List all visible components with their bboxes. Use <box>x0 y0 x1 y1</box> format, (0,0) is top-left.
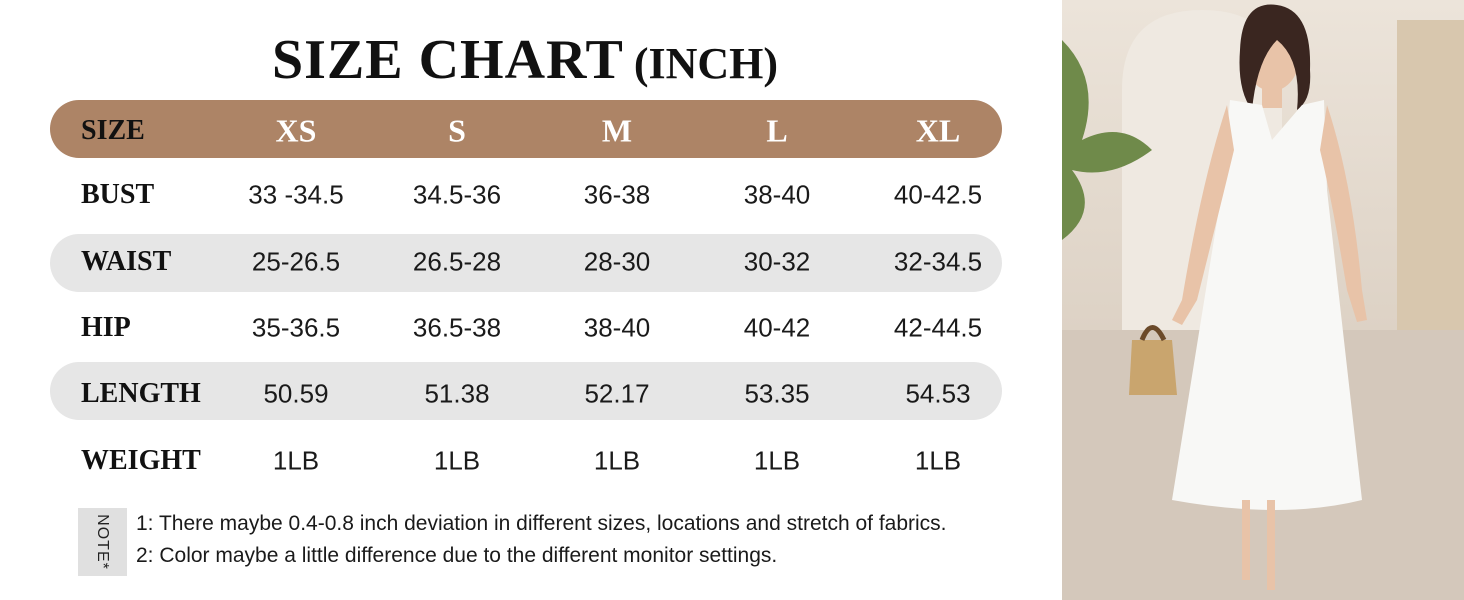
table-cell: 36-38 <box>583 179 651 210</box>
table-cell: 38-40 <box>583 312 651 343</box>
column-header: S <box>448 112 466 149</box>
table-cell: 25-26.5 <box>251 246 341 277</box>
table-cell: 42-44.5 <box>893 312 983 343</box>
table-cell: 1LB <box>914 445 962 476</box>
note-box <box>78 508 127 576</box>
table-cell: 28-30 <box>583 246 651 277</box>
column-header: XS <box>275 112 317 149</box>
model-photo <box>1062 0 1464 600</box>
table-cell: 36.5-38 <box>412 312 502 343</box>
row-label: LENGTH <box>81 378 201 409</box>
note-line: 2: Color maybe a little difference due t… <box>136 544 778 567</box>
table-cell: 1LB <box>593 445 641 476</box>
table-cell: 1LB <box>272 445 320 476</box>
row-label: HIP <box>81 312 131 343</box>
table-cell: 26.5-28 <box>412 246 502 277</box>
table-cell: 53.35 <box>744 378 810 409</box>
table-cell: 30-32 <box>743 246 811 277</box>
column-header: SIZE <box>81 115 145 146</box>
note-line: 1: There maybe 0.4-0.8 inch deviation in… <box>136 512 947 535</box>
table-cell: 1LB <box>753 445 801 476</box>
row-label: WAIST <box>81 246 172 277</box>
table-cell: 51.38 <box>424 378 490 409</box>
table-cell: 40-42.5 <box>893 179 983 210</box>
title: SIZE CHART (INCH) <box>0 28 1050 92</box>
row-label: BUST <box>81 179 155 210</box>
table-cell: 40-42 <box>743 312 811 343</box>
table-cell: 35-36.5 <box>251 312 341 343</box>
column-header: M <box>601 112 633 149</box>
table-cell: 33 -34.5 <box>248 179 344 210</box>
column-header: XL <box>915 112 961 149</box>
note-label: NOTE* <box>94 514 111 570</box>
table-cell: 50.59 <box>263 378 329 409</box>
table-cell: 32-34.5 <box>893 246 983 277</box>
table-cell: 34.5-36 <box>412 179 502 210</box>
table-cell: 1LB <box>433 445 481 476</box>
table-cell: 54.53 <box>905 378 971 409</box>
row-band <box>50 362 1002 420</box>
table-cell: 38-40 <box>743 179 811 210</box>
column-header: L <box>766 112 788 149</box>
title-text: SIZE CHART <box>271 29 624 91</box>
row-label: WEIGHT <box>81 445 201 476</box>
header-band <box>50 100 1002 158</box>
row-band <box>50 234 1002 292</box>
title-unit: (INCH) <box>633 39 779 88</box>
table-cell: 52.17 <box>584 378 650 409</box>
